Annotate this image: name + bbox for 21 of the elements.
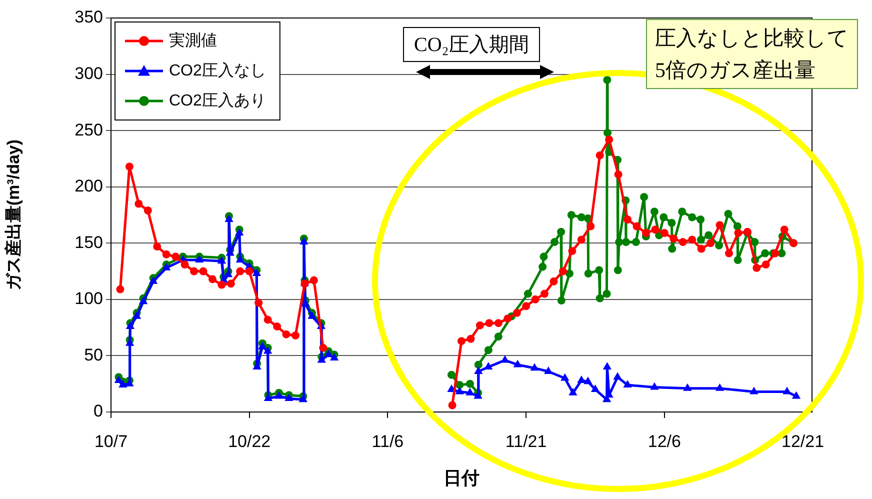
y-tick-label: 150 xyxy=(74,232,103,252)
x-axis-title: 日付 xyxy=(444,468,480,488)
y-tick-label: 100 xyxy=(74,289,103,308)
y-tick-label: 200 xyxy=(74,176,103,196)
x-tick-label: 12/6 xyxy=(648,432,681,451)
x-tick-label: 12/21 xyxy=(782,432,824,451)
legend-label: 実測値 xyxy=(169,31,217,50)
y-axis-title: ガス産出量(m³/day) xyxy=(4,139,23,291)
annotation: CO₂圧入期間 xyxy=(403,27,540,62)
annotation: 圧入なしと比較して 5倍のガス産出量 xyxy=(646,19,858,89)
y-tick-label: 300 xyxy=(74,64,103,83)
x-tick-label: 10/7 xyxy=(94,432,128,451)
x-tick-label: 10/22 xyxy=(228,432,271,451)
y-tick-label: 0 xyxy=(94,402,103,421)
x-tick-label: 11/21 xyxy=(505,432,547,451)
y-tick-label: 350 xyxy=(74,8,103,27)
y-tick-label: 50 xyxy=(84,345,103,364)
x-tick-label: 11/6 xyxy=(372,432,404,451)
y-tick-label: 250 xyxy=(74,120,103,140)
legend-label: CO2圧入なし xyxy=(169,61,266,80)
legend-label: CO2圧入あり xyxy=(169,91,266,110)
